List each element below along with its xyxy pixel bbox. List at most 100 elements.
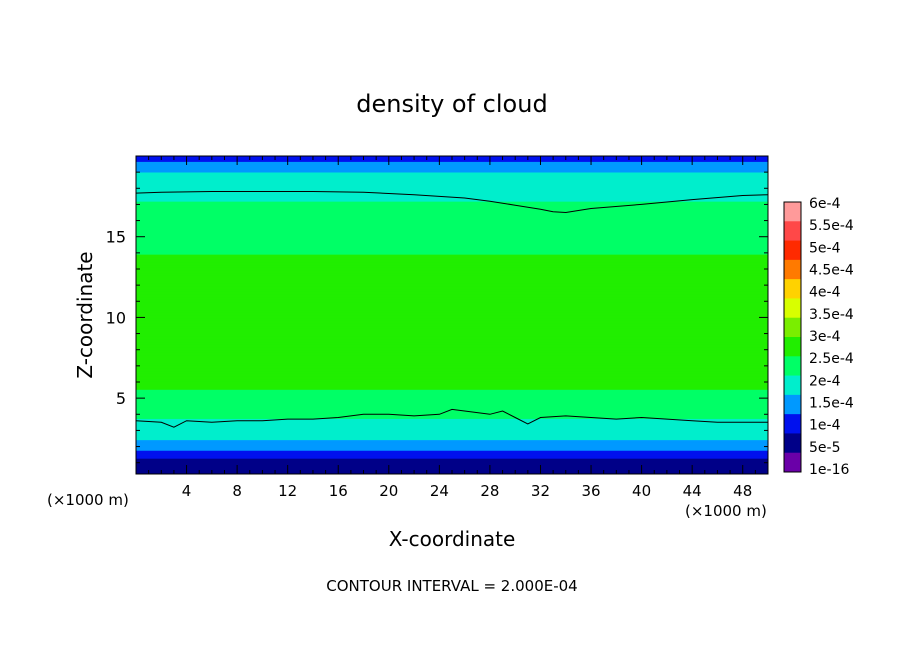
- colorbar-label: 1e-16: [809, 462, 849, 478]
- density-band: [136, 458, 768, 462]
- colorbar-label: 2e-4: [809, 373, 841, 389]
- density-band: [136, 423, 768, 427]
- density-band: [136, 285, 768, 290]
- chart-title: density of cloud: [356, 90, 547, 118]
- colorbar-frame: [783, 201, 802, 473]
- colorbar-label: 4e-4: [809, 285, 841, 301]
- density-band: [136, 405, 768, 409]
- density-band: [136, 399, 768, 404]
- x-tick-label: 48: [733, 482, 752, 500]
- density-band: [136, 190, 768, 194]
- density-band: [136, 193, 768, 197]
- x-tick-label: 32: [531, 482, 550, 500]
- density-band: [136, 333, 768, 337]
- density-band: [136, 251, 768, 255]
- density-band: [136, 198, 768, 202]
- density-band: [136, 389, 768, 393]
- density-band: [136, 201, 768, 205]
- density-band: [136, 322, 768, 327]
- density-band: [136, 256, 768, 260]
- contour-line: [136, 191, 768, 214]
- density-band: [136, 304, 768, 308]
- x-tick-label: 24: [430, 482, 449, 500]
- density-band: [136, 381, 768, 385]
- x-tick-label: 16: [329, 482, 348, 500]
- density-band: [136, 259, 768, 263]
- density-band: [136, 262, 768, 266]
- density-band: [136, 346, 768, 351]
- colorbar-swatch: [784, 414, 801, 434]
- density-band: [136, 383, 768, 388]
- density-band: [136, 421, 768, 425]
- y-axis-ticks: 5 10 15: [106, 171, 768, 464]
- density-band: [136, 203, 768, 207]
- colorbar-label: 5e-5: [809, 440, 840, 456]
- density-band: [136, 444, 768, 449]
- density-band: [136, 169, 768, 173]
- density-band: [136, 431, 768, 435]
- colorbar-label: 5.5e-4: [809, 218, 854, 234]
- colorbar-label: 2.5e-4: [809, 351, 854, 367]
- density-band: [136, 320, 768, 324]
- density-band: [136, 206, 768, 210]
- density-band: [136, 450, 768, 454]
- colorbar-label: 3e-4: [809, 329, 841, 345]
- density-band: [136, 309, 768, 313]
- colorbar-swatch: [784, 240, 801, 261]
- colorbar: 6e-4 5.5e-4 5e-4 4.5e-4 4e-4 3.5e-4 3e-4 2.5e-4…: [783, 196, 854, 478]
- density-band: [136, 163, 768, 168]
- density-band: [136, 264, 768, 268]
- density-band: [136, 209, 768, 213]
- density-band: [136, 426, 768, 430]
- density-band: [136, 272, 768, 276]
- colorbar-swatch: [784, 202, 801, 222]
- density-field: [136, 156, 768, 474]
- density-band: [136, 185, 768, 189]
- density-band: [136, 296, 768, 300]
- density-band: [136, 182, 768, 186]
- density-band: [136, 166, 768, 170]
- density-band: [136, 386, 768, 390]
- density-band: [136, 460, 768, 464]
- density-band: [136, 463, 768, 467]
- density-band: [136, 378, 768, 382]
- density-band: [136, 275, 768, 279]
- density-band: [136, 232, 768, 237]
- density-band: [136, 307, 768, 311]
- density-band: [136, 219, 768, 223]
- density-band: [136, 243, 768, 247]
- density-band: [136, 375, 768, 380]
- y-tick-label: 5: [116, 389, 126, 408]
- colorbar-swatch: [784, 298, 801, 319]
- density-band: [136, 267, 768, 271]
- density-band: [136, 436, 768, 441]
- density-band: [136, 368, 768, 372]
- density-band: [136, 452, 768, 457]
- density-band: [136, 415, 768, 419]
- density-band: [136, 214, 768, 218]
- x-tick-label: 4: [182, 482, 192, 500]
- x-tick-label: 12: [278, 482, 297, 500]
- density-band: [136, 315, 768, 319]
- density-band: [136, 439, 768, 443]
- density-band: [136, 179, 768, 184]
- x-axis-label: X-coordinate: [389, 527, 516, 551]
- density-band: [136, 357, 768, 361]
- colorbar-swatch: [784, 259, 801, 280]
- colorbar-swatch: [784, 433, 801, 454]
- density-band: [136, 455, 768, 459]
- density-band: [136, 171, 768, 176]
- colorbar-label: 3.5e-4: [809, 307, 854, 323]
- density-band: [136, 283, 768, 287]
- density-band: [136, 413, 768, 417]
- density-band: [136, 341, 768, 345]
- density-band: [136, 280, 768, 284]
- density-band: [136, 328, 768, 332]
- density-band: [136, 349, 768, 353]
- density-band: [136, 397, 768, 401]
- density-band: [136, 211, 768, 215]
- density-band: [136, 158, 768, 162]
- density-band: [136, 269, 768, 274]
- density-band: [136, 410, 768, 414]
- x-tick-label: 44: [683, 482, 702, 500]
